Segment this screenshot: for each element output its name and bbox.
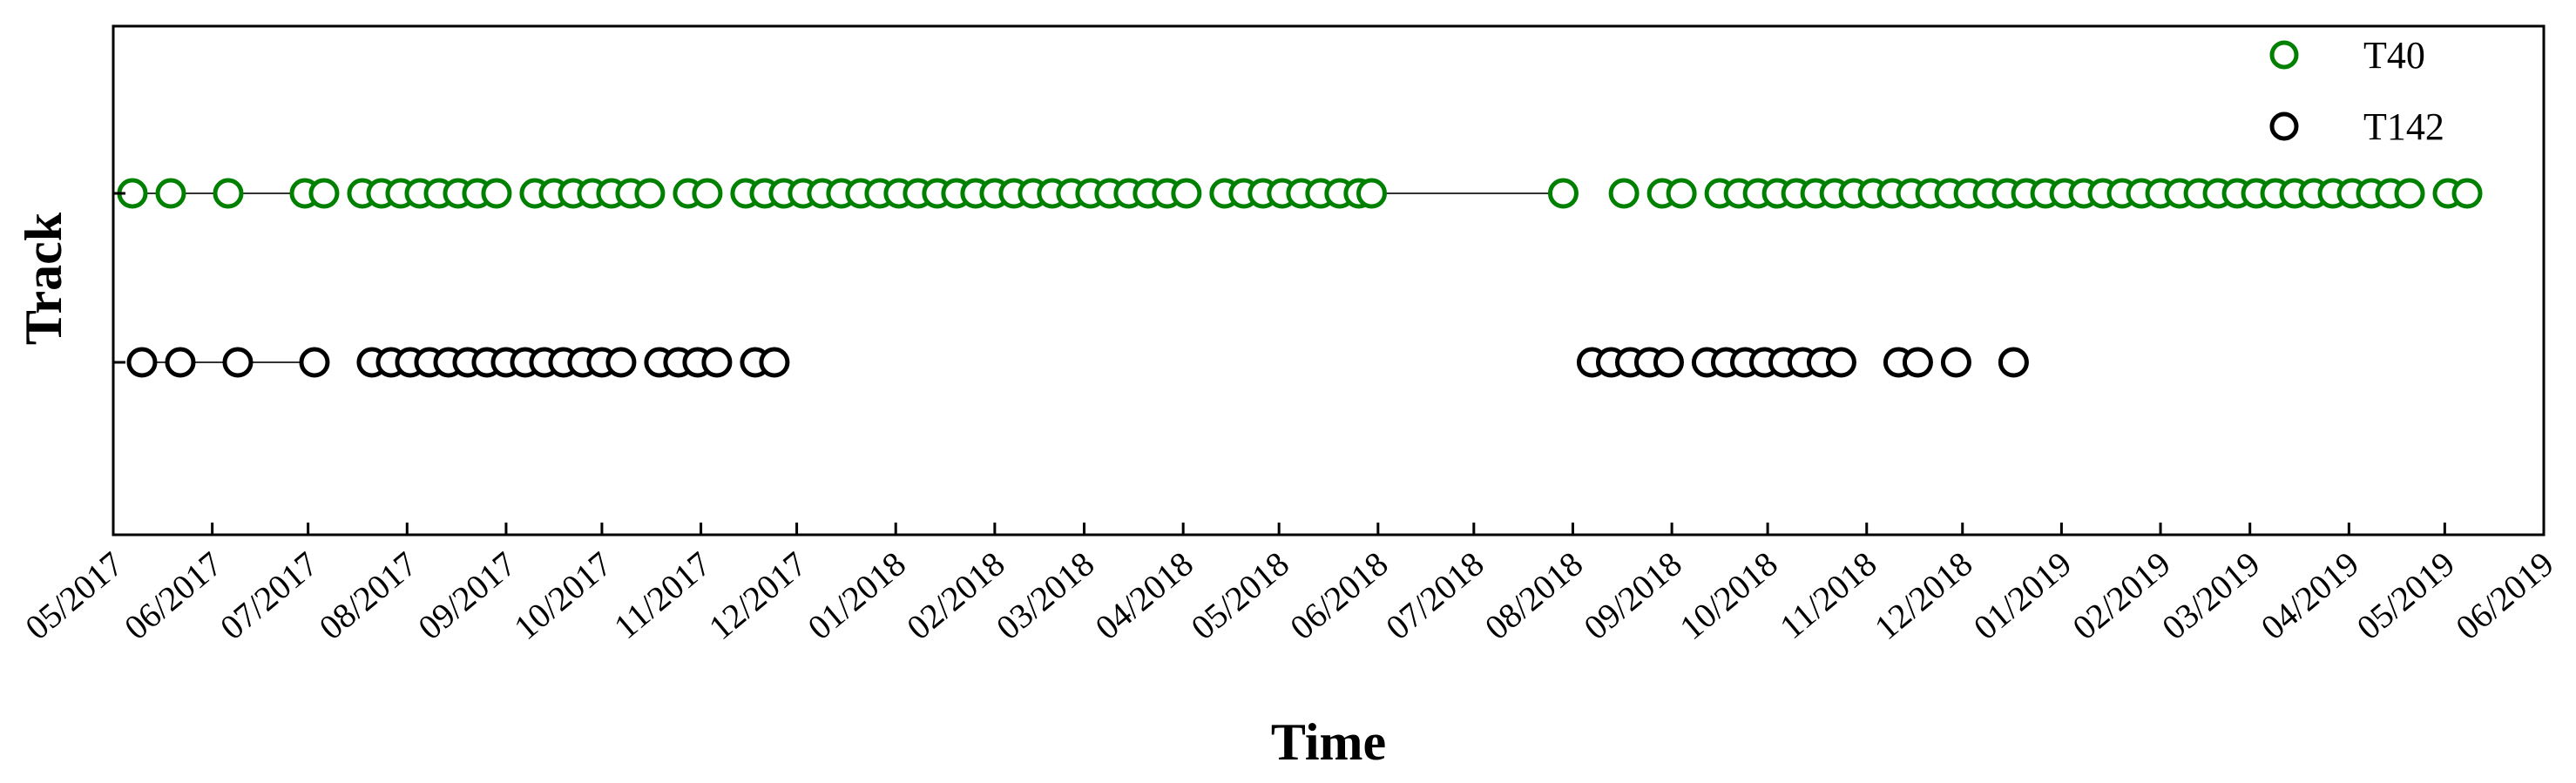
y-axis-title: Track [15,212,72,345]
y-axis-ticks [113,192,125,364]
data-point-t40 [2394,178,2425,209]
x-tick-label: 12/2018 [1867,543,1979,647]
data-point-t40 [1666,178,1697,209]
gap-lines [132,192,1564,363]
x-tick-label: 01/2018 [801,543,913,647]
x-tick-label: 10/2018 [1673,543,1785,647]
data-point-t40 [308,178,340,209]
x-tick-label: 05/2017 [17,543,130,647]
x-tick-label: 06/2017 [117,543,229,647]
legend-marker-t142 [2269,111,2299,141]
x-tick-label: 07/2018 [1378,543,1491,647]
data-point-t142 [1940,347,1971,378]
x-tick-label: 10/2017 [506,543,619,647]
data-point-t40 [634,178,666,209]
legend-label-t40: T40 [2363,34,2425,77]
legend-label-t142: T142 [2363,105,2444,148]
x-tick-label: 04/2019 [2254,543,2366,647]
data-point-t40 [1608,178,1640,209]
data-point-t40 [155,178,186,209]
data-point-t142 [605,347,637,378]
data-point-t40 [1547,178,1579,209]
data-point-t142 [1902,347,1933,378]
x-tick-label: 11/2017 [606,543,718,646]
data-point-t40 [213,178,244,209]
x-tick-label: 09/2017 [410,543,523,647]
legend: T40 T142 [2269,34,2444,148]
x-tick-label: 09/2018 [1577,543,1689,647]
x-tick-label: 12/2017 [701,543,814,647]
data-points [117,178,2483,378]
data-point-t142 [126,347,158,378]
x-tick-label: 02/2018 [899,543,1011,647]
data-point-t40 [2451,178,2483,209]
x-tick-label: 04/2018 [1088,543,1200,647]
plot-frame [112,24,2546,537]
x-tick-label: 05/2019 [2350,543,2462,647]
data-point-t40 [692,178,723,209]
data-point-t40 [1356,178,1387,209]
x-tick-label: 11/2018 [1772,543,1883,646]
data-point-t142 [1998,347,2029,378]
data-point-t142 [165,347,196,378]
x-tick-label: 08/2018 [1477,543,1590,647]
data-point-t142 [222,347,254,378]
x-tick-label: 06/2019 [2448,543,2560,647]
x-tick-label: 01/2019 [1966,543,2079,647]
x-tick-label: 07/2017 [213,543,325,647]
x-axis-title: Time [1271,713,1386,771]
data-point-t142 [1653,347,1684,378]
axes [112,24,2546,537]
data-point-t142 [1825,347,1856,378]
x-tick-label: 08/2017 [312,543,424,647]
x-tick-label: 03/2019 [2154,543,2267,647]
x-tick-label: 02/2019 [2065,543,2177,647]
x-tick-label: 06/2018 [1282,543,1395,647]
data-point-t142 [701,347,733,378]
data-point-t40 [481,178,512,209]
x-tick-label: 03/2018 [989,543,1101,647]
data-point-t40 [1171,178,1202,209]
legend-marker-t40 [2269,40,2299,70]
x-axis-ticks: 05/201706/201707/201708/201709/201710/20… [17,523,2561,647]
data-point-t142 [299,347,330,378]
x-tick-label: 05/2018 [1184,543,1296,647]
data-point-t142 [759,347,790,378]
